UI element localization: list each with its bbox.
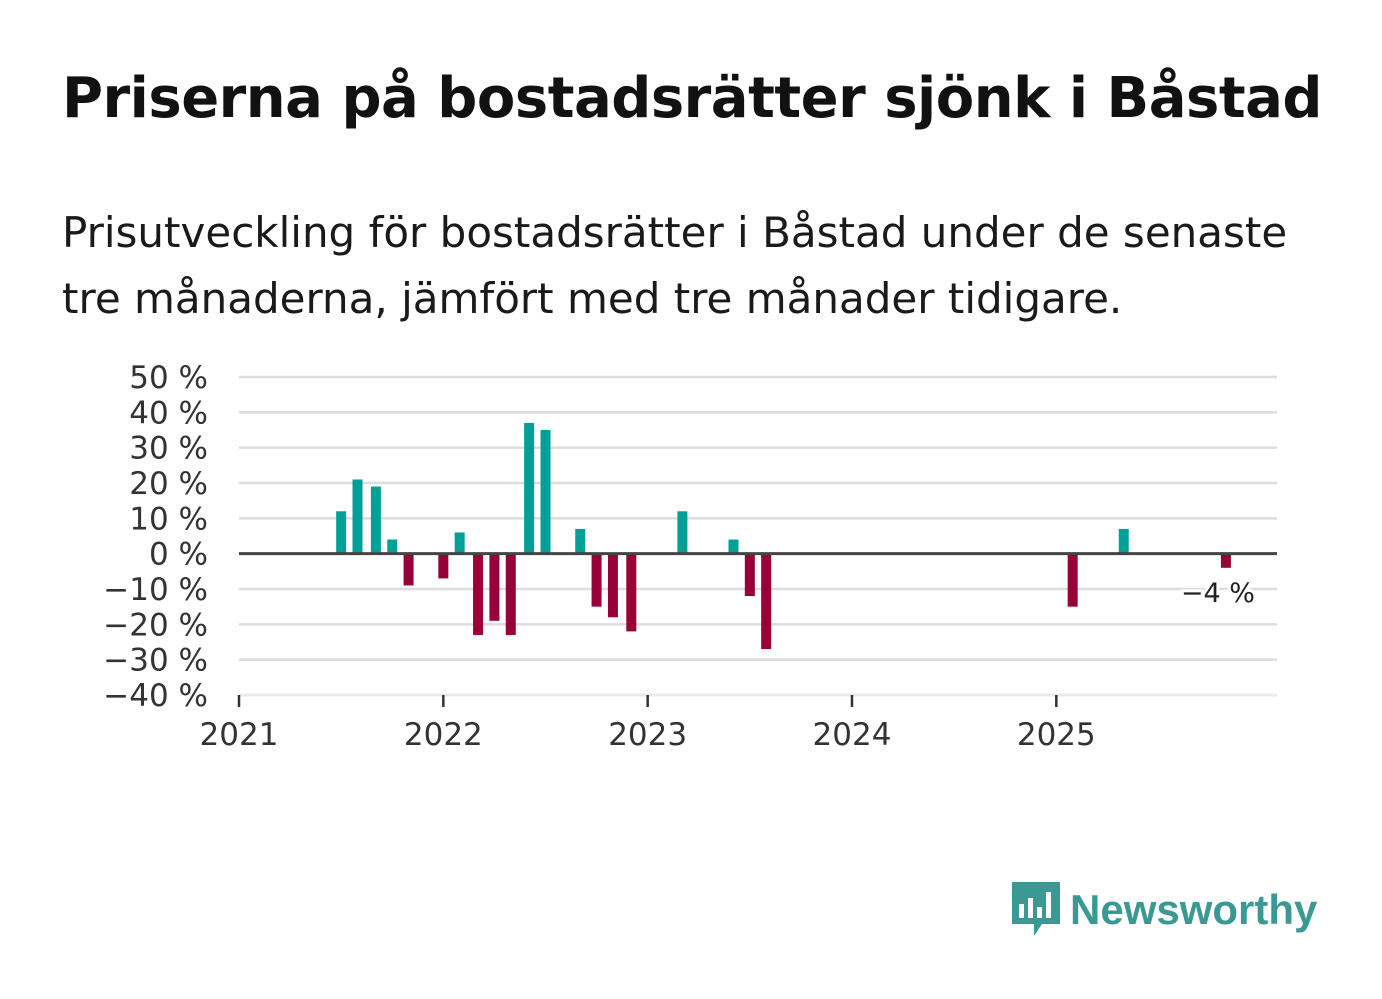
x-tick-label: 2022: [404, 717, 483, 753]
axes: [237, 552, 1277, 707]
bar: [744, 553, 755, 597]
bar: [1220, 553, 1231, 568]
newsworthy-chart-icon: [1012, 882, 1060, 936]
bar: [575, 528, 586, 554]
bar: [761, 553, 772, 650]
bar: [387, 539, 398, 554]
y-tick-label: −20 %: [103, 607, 208, 643]
y-tick-label: 30 %: [129, 431, 208, 467]
bar: [607, 553, 618, 618]
bar: [677, 511, 688, 554]
bar: [505, 553, 516, 635]
y-tick-label: −10 %: [103, 572, 208, 608]
bar: [473, 553, 484, 635]
bar: [591, 553, 602, 607]
x-axis-labels: 2021 2022 2023 2024 2025: [200, 717, 1096, 753]
x-tick-label: 2024: [813, 717, 892, 753]
bar: [403, 553, 414, 586]
bar: [524, 422, 535, 554]
bar: [540, 430, 551, 554]
chart-subtitle: Prisutveckling för bostadsrätter i Båsta…: [62, 208, 1288, 323]
y-tick-label: 20 %: [129, 466, 208, 502]
x-tick-label: 2025: [1017, 717, 1096, 753]
bar: [728, 539, 739, 554]
bars: [336, 422, 1231, 650]
y-tick-label: −40 %: [103, 678, 208, 714]
x-tick-label: 2021: [200, 717, 279, 753]
newsworthy-logo: Newsworthy: [1010, 880, 1317, 940]
bar: [438, 553, 449, 579]
y-tick-label: −30 %: [103, 643, 208, 679]
y-tick-label: 0 %: [149, 537, 208, 573]
bar: [1067, 553, 1078, 607]
bar: [352, 479, 363, 554]
y-tick-label: 40 %: [129, 395, 208, 431]
bar: [1118, 528, 1129, 554]
bar-chart: 50 %40 %30 %20 %10 %0 %−10 %−20 %−30 %−4…: [103, 360, 1277, 753]
data-label-last: −4 %: [1181, 578, 1255, 609]
bar: [454, 532, 465, 554]
bar: [626, 553, 637, 632]
x-tick-label: 2023: [608, 717, 687, 753]
y-tick-label: 10 %: [129, 501, 208, 537]
bar: [370, 486, 381, 554]
bar: [336, 511, 347, 554]
y-tick-label: 50 %: [129, 360, 208, 396]
chart-title: Priserna på bostadsrätter sjönk i Båstad: [62, 66, 1322, 131]
data-labels: −4 %: [1178, 575, 1258, 612]
y-axis-labels: 50 %40 %30 %20 %10 %0 %−10 %−20 %−30 %−4…: [103, 360, 208, 714]
brand-name: Newsworthy: [1070, 886, 1318, 933]
bar: [489, 553, 500, 621]
